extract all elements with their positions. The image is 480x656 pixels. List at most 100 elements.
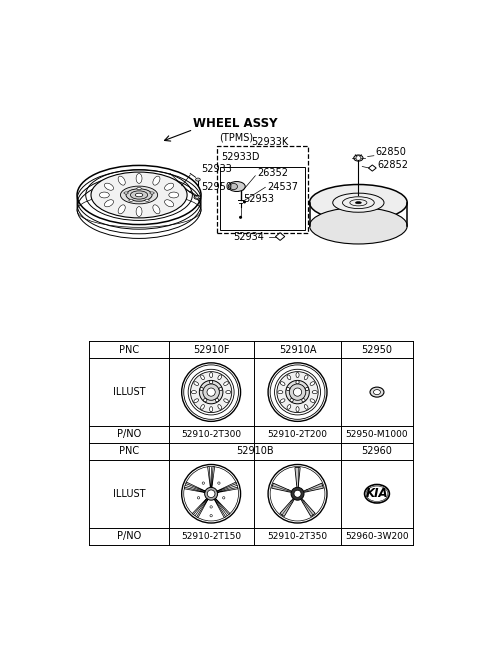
Text: ILLUST: ILLUST — [113, 489, 145, 499]
Circle shape — [296, 483, 299, 485]
Ellipse shape — [304, 375, 308, 380]
Circle shape — [305, 388, 309, 390]
Ellipse shape — [218, 405, 222, 409]
Ellipse shape — [333, 193, 384, 213]
Text: 52910B: 52910B — [236, 446, 274, 457]
Circle shape — [199, 380, 223, 404]
Ellipse shape — [194, 195, 200, 199]
Text: P/NO: P/NO — [117, 430, 141, 440]
Ellipse shape — [287, 405, 291, 409]
Ellipse shape — [312, 390, 317, 394]
Ellipse shape — [194, 382, 199, 385]
Polygon shape — [192, 499, 207, 514]
Circle shape — [203, 384, 219, 400]
Text: 24537: 24537 — [267, 182, 298, 192]
Ellipse shape — [373, 390, 381, 395]
Circle shape — [243, 200, 246, 203]
Polygon shape — [369, 165, 376, 171]
Ellipse shape — [280, 399, 285, 403]
Ellipse shape — [310, 382, 315, 385]
Text: 52933D: 52933D — [221, 152, 260, 162]
Ellipse shape — [126, 189, 152, 201]
Ellipse shape — [356, 201, 361, 204]
Text: 52934: 52934 — [234, 232, 264, 243]
Circle shape — [287, 489, 289, 492]
Text: WHEEL ASSY: WHEEL ASSY — [193, 117, 278, 131]
Ellipse shape — [131, 191, 148, 199]
Text: 62850: 62850 — [375, 147, 406, 157]
Ellipse shape — [310, 184, 407, 221]
Ellipse shape — [196, 196, 199, 199]
Text: PNC: PNC — [119, 345, 139, 355]
Circle shape — [286, 380, 309, 404]
Polygon shape — [280, 499, 294, 516]
Text: 52953: 52953 — [244, 194, 275, 204]
Ellipse shape — [145, 199, 149, 201]
Ellipse shape — [210, 407, 213, 412]
Ellipse shape — [296, 407, 299, 412]
Ellipse shape — [280, 382, 285, 385]
Ellipse shape — [210, 373, 213, 378]
Text: P/NO: P/NO — [117, 531, 141, 541]
Polygon shape — [276, 233, 285, 240]
Circle shape — [204, 487, 217, 500]
Text: 52910-2T350: 52910-2T350 — [267, 531, 327, 541]
Polygon shape — [197, 499, 208, 518]
Ellipse shape — [120, 186, 157, 204]
Text: 52910F: 52910F — [193, 345, 229, 355]
Ellipse shape — [224, 382, 228, 385]
Text: PNC: PNC — [119, 446, 139, 457]
Ellipse shape — [230, 184, 238, 190]
Polygon shape — [216, 499, 230, 514]
Ellipse shape — [129, 199, 133, 201]
Circle shape — [289, 384, 306, 400]
Ellipse shape — [153, 176, 160, 185]
Ellipse shape — [218, 375, 222, 380]
Polygon shape — [303, 483, 324, 493]
Ellipse shape — [224, 399, 228, 403]
Text: 52910A: 52910A — [279, 345, 316, 355]
Circle shape — [202, 482, 204, 484]
Ellipse shape — [226, 390, 231, 394]
Ellipse shape — [201, 375, 204, 380]
Text: 26352: 26352 — [257, 168, 288, 178]
Ellipse shape — [91, 172, 187, 218]
Circle shape — [277, 372, 318, 413]
Ellipse shape — [287, 375, 291, 380]
Ellipse shape — [370, 387, 384, 397]
Circle shape — [204, 399, 207, 401]
Ellipse shape — [137, 188, 141, 190]
Circle shape — [291, 487, 304, 500]
Ellipse shape — [105, 199, 114, 207]
Ellipse shape — [169, 192, 179, 198]
Circle shape — [207, 388, 215, 396]
Circle shape — [209, 380, 213, 384]
Ellipse shape — [304, 405, 308, 409]
Circle shape — [223, 497, 225, 499]
Circle shape — [356, 155, 360, 160]
Text: 52950-M1000: 52950-M1000 — [346, 430, 408, 439]
Text: KIA: KIA — [366, 487, 388, 501]
Circle shape — [191, 372, 232, 413]
Ellipse shape — [192, 390, 196, 394]
Ellipse shape — [228, 182, 245, 192]
Polygon shape — [301, 499, 315, 516]
Ellipse shape — [354, 155, 363, 161]
Ellipse shape — [310, 399, 315, 403]
Ellipse shape — [310, 207, 407, 244]
Text: 52950: 52950 — [361, 345, 393, 355]
Polygon shape — [184, 487, 205, 493]
Circle shape — [239, 216, 242, 219]
Ellipse shape — [99, 192, 109, 198]
Polygon shape — [295, 468, 300, 487]
Text: (TPMS): (TPMS) — [219, 133, 253, 142]
Ellipse shape — [136, 207, 142, 216]
Circle shape — [296, 380, 299, 384]
Ellipse shape — [118, 176, 125, 185]
Circle shape — [210, 506, 212, 508]
Ellipse shape — [135, 194, 143, 197]
Text: 52910-2T200: 52910-2T200 — [267, 430, 327, 439]
Circle shape — [197, 497, 200, 499]
Text: 52960: 52960 — [361, 446, 393, 457]
Polygon shape — [272, 483, 292, 493]
